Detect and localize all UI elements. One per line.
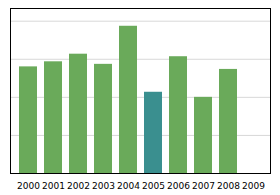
svg-text:2004: 2004 — [117, 181, 140, 191]
svg-text:2000: 2000 — [17, 181, 40, 191]
svg-text:2009: 2009 — [242, 181, 265, 191]
svg-text:2008: 2008 — [217, 181, 240, 191]
svg-text:2001: 2001 — [42, 181, 65, 191]
svg-text:2007: 2007 — [192, 181, 215, 191]
svg-text:2002: 2002 — [67, 181, 90, 191]
svg-text:2006: 2006 — [167, 181, 190, 191]
svg-text:2005: 2005 — [142, 181, 165, 191]
svg-text:2003: 2003 — [92, 181, 115, 191]
